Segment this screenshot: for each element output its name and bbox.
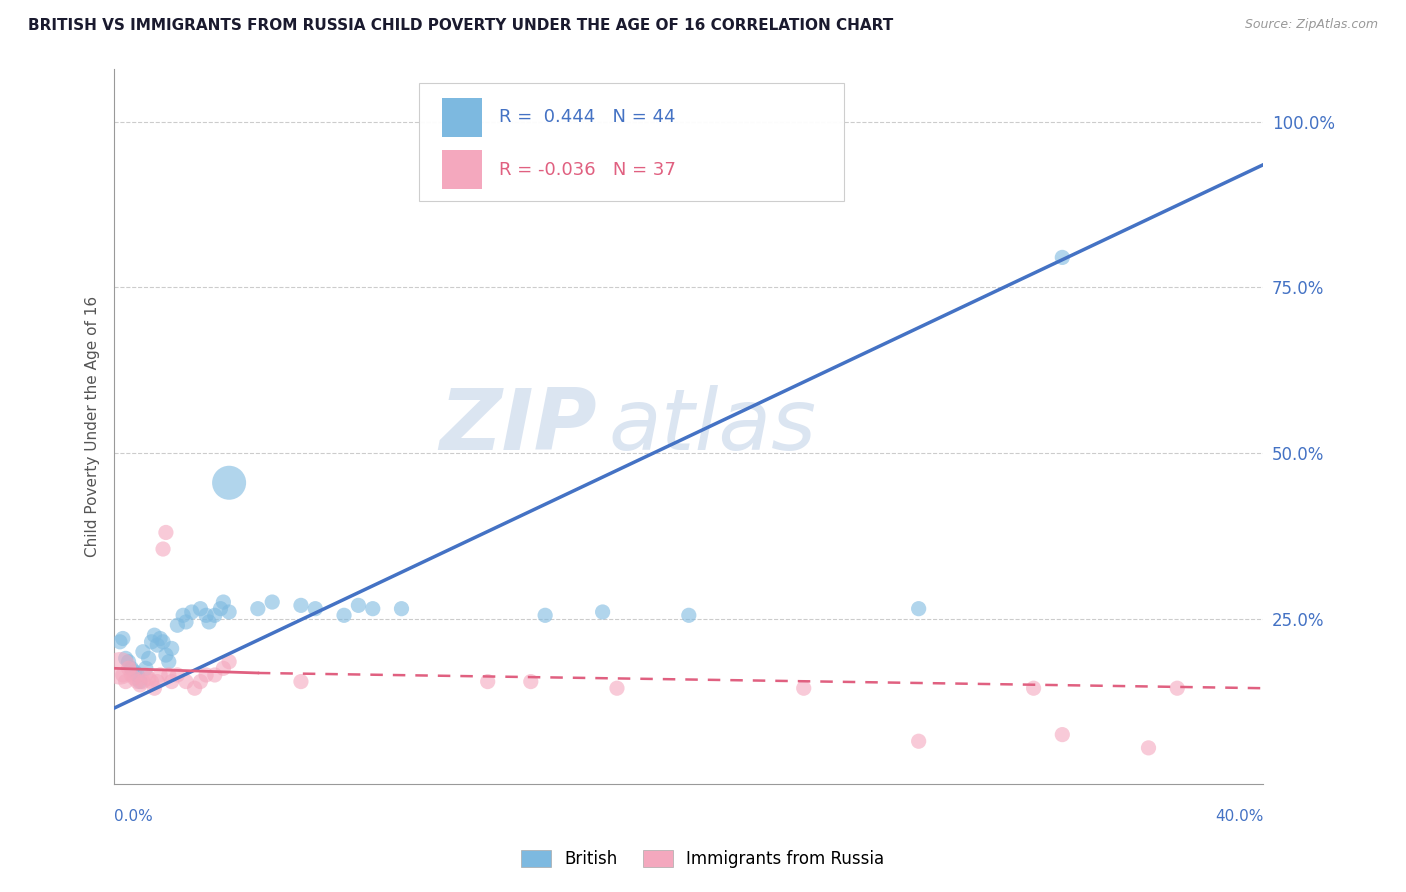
Point [120, 668, 142, 682]
Text: ZIP: ZIP [439, 385, 598, 468]
Point [138, 671, 160, 685]
Point [195, 668, 218, 682]
Legend: British, Immigrants from Russia: British, Immigrants from Russia [515, 843, 891, 875]
Point [152, 635, 174, 649]
Point [155, 525, 177, 540]
Point [124, 665, 146, 679]
Point [146, 674, 169, 689]
FancyBboxPatch shape [441, 150, 482, 189]
Point [190, 601, 212, 615]
Point [111, 668, 134, 682]
Text: atlas: atlas [609, 385, 817, 468]
Point [190, 674, 212, 689]
Point [1052, 728, 1074, 742]
Point [111, 632, 134, 646]
Point [114, 651, 136, 665]
Point [290, 599, 312, 613]
Point [143, 681, 166, 696]
Point [246, 601, 269, 615]
Point [477, 674, 499, 689]
Point [1166, 681, 1188, 696]
Point [117, 661, 139, 675]
Point [198, 615, 221, 629]
Point [132, 674, 155, 689]
Point [195, 608, 218, 623]
Point [127, 668, 149, 682]
Point [166, 668, 188, 682]
Point [152, 542, 174, 557]
Point [333, 608, 356, 623]
Point [347, 599, 370, 613]
Point [120, 661, 142, 675]
Point [678, 608, 700, 623]
Point [218, 605, 240, 619]
Point [391, 601, 413, 615]
Point [1052, 251, 1074, 265]
Point [907, 734, 929, 748]
Text: Source: ZipAtlas.com: Source: ZipAtlas.com [1244, 18, 1378, 31]
Point [304, 601, 326, 615]
Point [155, 648, 177, 662]
Point [361, 601, 384, 615]
Y-axis label: Child Poverty Under the Age of 16: Child Poverty Under the Age of 16 [86, 296, 100, 557]
Text: BRITISH VS IMMIGRANTS FROM RUSSIA CHILD POVERTY UNDER THE AGE OF 16 CORRELATION : BRITISH VS IMMIGRANTS FROM RUSSIA CHILD … [28, 18, 893, 33]
Point [183, 681, 205, 696]
Point [141, 674, 163, 689]
Point [132, 645, 155, 659]
Point [129, 674, 152, 689]
Point [907, 601, 929, 615]
Point [149, 632, 172, 646]
Point [160, 674, 183, 689]
Point [204, 668, 226, 682]
Point [204, 608, 226, 623]
FancyBboxPatch shape [419, 83, 844, 201]
Point [143, 628, 166, 642]
Point [160, 641, 183, 656]
Point [209, 601, 232, 615]
Point [218, 475, 240, 490]
Point [166, 618, 188, 632]
Point [180, 605, 202, 619]
Point [141, 635, 163, 649]
Point [520, 674, 543, 689]
Point [212, 595, 235, 609]
Point [108, 635, 131, 649]
Point [135, 661, 157, 675]
Point [135, 668, 157, 682]
Point [108, 661, 131, 675]
Point [1137, 740, 1160, 755]
Point [606, 681, 628, 696]
Point [114, 674, 136, 689]
Text: R = -0.036   N = 37: R = -0.036 N = 37 [499, 161, 676, 178]
Text: 40.0%: 40.0% [1215, 810, 1264, 824]
Point [157, 655, 180, 669]
Point [290, 674, 312, 689]
Point [174, 615, 197, 629]
Text: 0.0%: 0.0% [114, 810, 153, 824]
Point [146, 638, 169, 652]
FancyBboxPatch shape [441, 98, 482, 137]
Point [592, 605, 614, 619]
Point [174, 674, 197, 689]
Point [117, 655, 139, 669]
Point [212, 661, 235, 675]
Point [218, 655, 240, 669]
Text: R =  0.444   N = 44: R = 0.444 N = 44 [499, 109, 676, 127]
Point [793, 681, 815, 696]
Point [129, 678, 152, 692]
Point [1022, 681, 1045, 696]
Point [124, 671, 146, 685]
Point [262, 595, 284, 609]
Point [157, 668, 180, 682]
Point [138, 651, 160, 665]
Point [149, 668, 172, 682]
Point [172, 608, 194, 623]
Point [127, 674, 149, 689]
Point [534, 608, 557, 623]
